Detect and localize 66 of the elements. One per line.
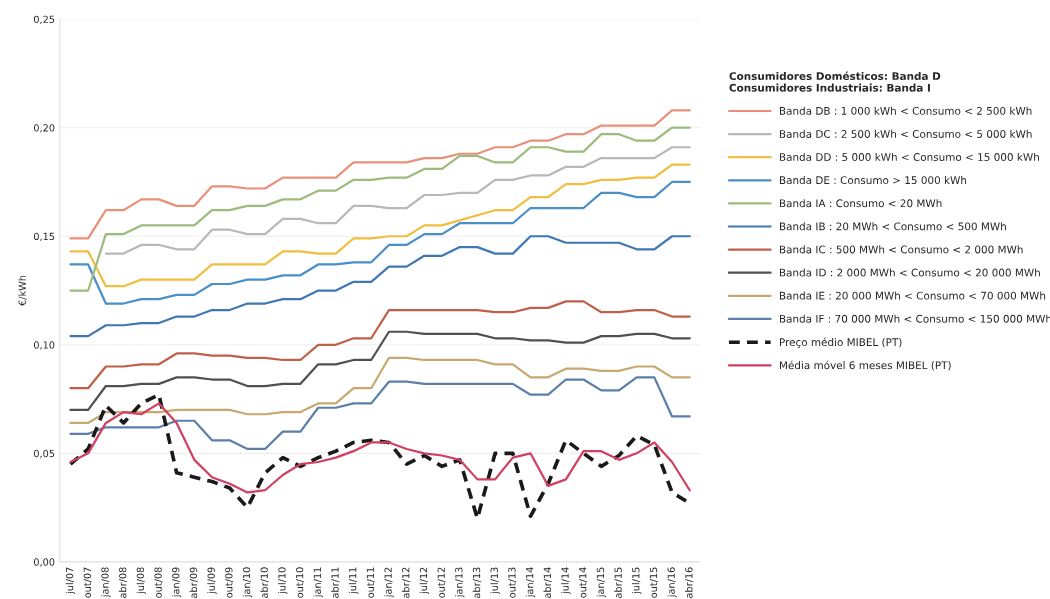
x-tick-label: abr/12 xyxy=(401,567,411,598)
line-series xyxy=(69,300,691,390)
x-tick-label: jan/12 xyxy=(384,567,394,598)
line-series xyxy=(69,109,691,240)
x-tick-label: jul/07 xyxy=(65,567,76,595)
y-tick-label: 0,05 xyxy=(33,449,55,459)
line-series xyxy=(69,356,691,425)
x-tick-label: abr/09 xyxy=(189,567,198,598)
x-tick-label: abr/11 xyxy=(331,567,340,598)
x-tick-label: out/10 xyxy=(295,567,305,598)
x-tick-label: out/09 xyxy=(225,567,234,598)
x-tick-label: jan/08 xyxy=(101,567,111,598)
line-series xyxy=(69,235,691,338)
y-axis-title: €/kWh xyxy=(18,275,27,306)
y-tick-label: 0,20 xyxy=(33,124,55,133)
legend-label: Banda IC : 500 MWh < Consumo < 2 000 MWh xyxy=(779,245,1023,254)
x-tick-label: out/12 xyxy=(437,567,446,598)
x-tick-label: jul/14 xyxy=(561,567,571,595)
x-tick-label: abr/15 xyxy=(614,567,623,598)
x-tick-label: abr/16 xyxy=(685,567,694,598)
x-tick-label: jan/15 xyxy=(596,567,606,598)
x-tick-label: abr/14 xyxy=(543,567,552,598)
line-series xyxy=(104,146,691,255)
x-tick-label: jan/14 xyxy=(525,567,536,598)
x-tick-label: out/13 xyxy=(508,567,517,598)
line-series xyxy=(69,402,691,494)
x-tick-label: abr/10 xyxy=(260,567,269,598)
x-tick-label: jul/15 xyxy=(631,567,642,595)
legend-label: Banda ID : 2 000 MWh < Consumo < 20 000 MWh xyxy=(779,268,1040,277)
x-tick-label: abr/08 xyxy=(118,567,128,598)
x-tick-label: jul/11 xyxy=(348,567,359,595)
x-tick-label: out/14 xyxy=(579,567,588,598)
line-series xyxy=(69,376,691,451)
y-tick-label: 0,15 xyxy=(33,232,55,242)
legend-label: Banda DB : 1 000 kWh < Consumo < 2 500 kWh xyxy=(779,106,1032,115)
y-tick-label: 0,25 xyxy=(33,15,55,24)
line-series xyxy=(69,330,691,412)
legend-label: Banda IE : 20 000 MWh < Consumo < 70 000 MWh xyxy=(779,291,1046,300)
x-tick-label: jan/13 xyxy=(455,567,465,598)
line-series xyxy=(69,163,691,288)
x-tick-label: jan/11 xyxy=(313,567,323,598)
x-tick-label: jan/16 xyxy=(667,567,677,598)
legend-label: Banda IB : 20 MWh < Consumo < 500 MWh xyxy=(779,222,1006,231)
x-tick-label: out/11 xyxy=(366,567,375,598)
legend-title: Consumidores Domésticos: Banda D Consumidores Industriais: Banda I xyxy=(729,71,941,92)
legend-label: Média móvel 6 meses MIBEL (PT) xyxy=(779,360,951,371)
line-series xyxy=(69,180,691,305)
line-series xyxy=(69,126,691,292)
legend-label: Banda DC : 2 500 kWh < Consumo < 5 000 kWh xyxy=(779,129,1032,138)
x-tick-label: jul/13 xyxy=(490,567,500,595)
x-tick-label: out/15 xyxy=(649,567,658,598)
x-tick-label: jul/10 xyxy=(278,567,288,595)
x-tick-label: jul/09 xyxy=(207,567,217,595)
y-tick-label: 0,00 xyxy=(33,558,55,567)
x-tick-label: abr/13 xyxy=(472,567,481,598)
x-tick-label: jan/09 xyxy=(171,567,182,598)
legend-label: Preço médio MIBEL (PT) xyxy=(779,337,902,348)
legend-label: Banda IA : Consumo < 20 MWh xyxy=(779,199,942,208)
x-tick-label: jul/08 xyxy=(136,567,146,595)
x-tick-label: out/07 xyxy=(83,567,92,598)
legend-label: Banda DD : 5 000 kWh < Consumo < 15 000 kWh xyxy=(779,152,1039,161)
x-tick-label: jan/10 xyxy=(242,567,253,598)
legend-label: Banda DE : Consumo > 15 000 kWh xyxy=(779,176,967,185)
x-tick-label: jul/12 xyxy=(419,567,430,595)
y-tick-label: 0,10 xyxy=(33,341,55,350)
x-tick-label: out/08 xyxy=(154,567,163,598)
